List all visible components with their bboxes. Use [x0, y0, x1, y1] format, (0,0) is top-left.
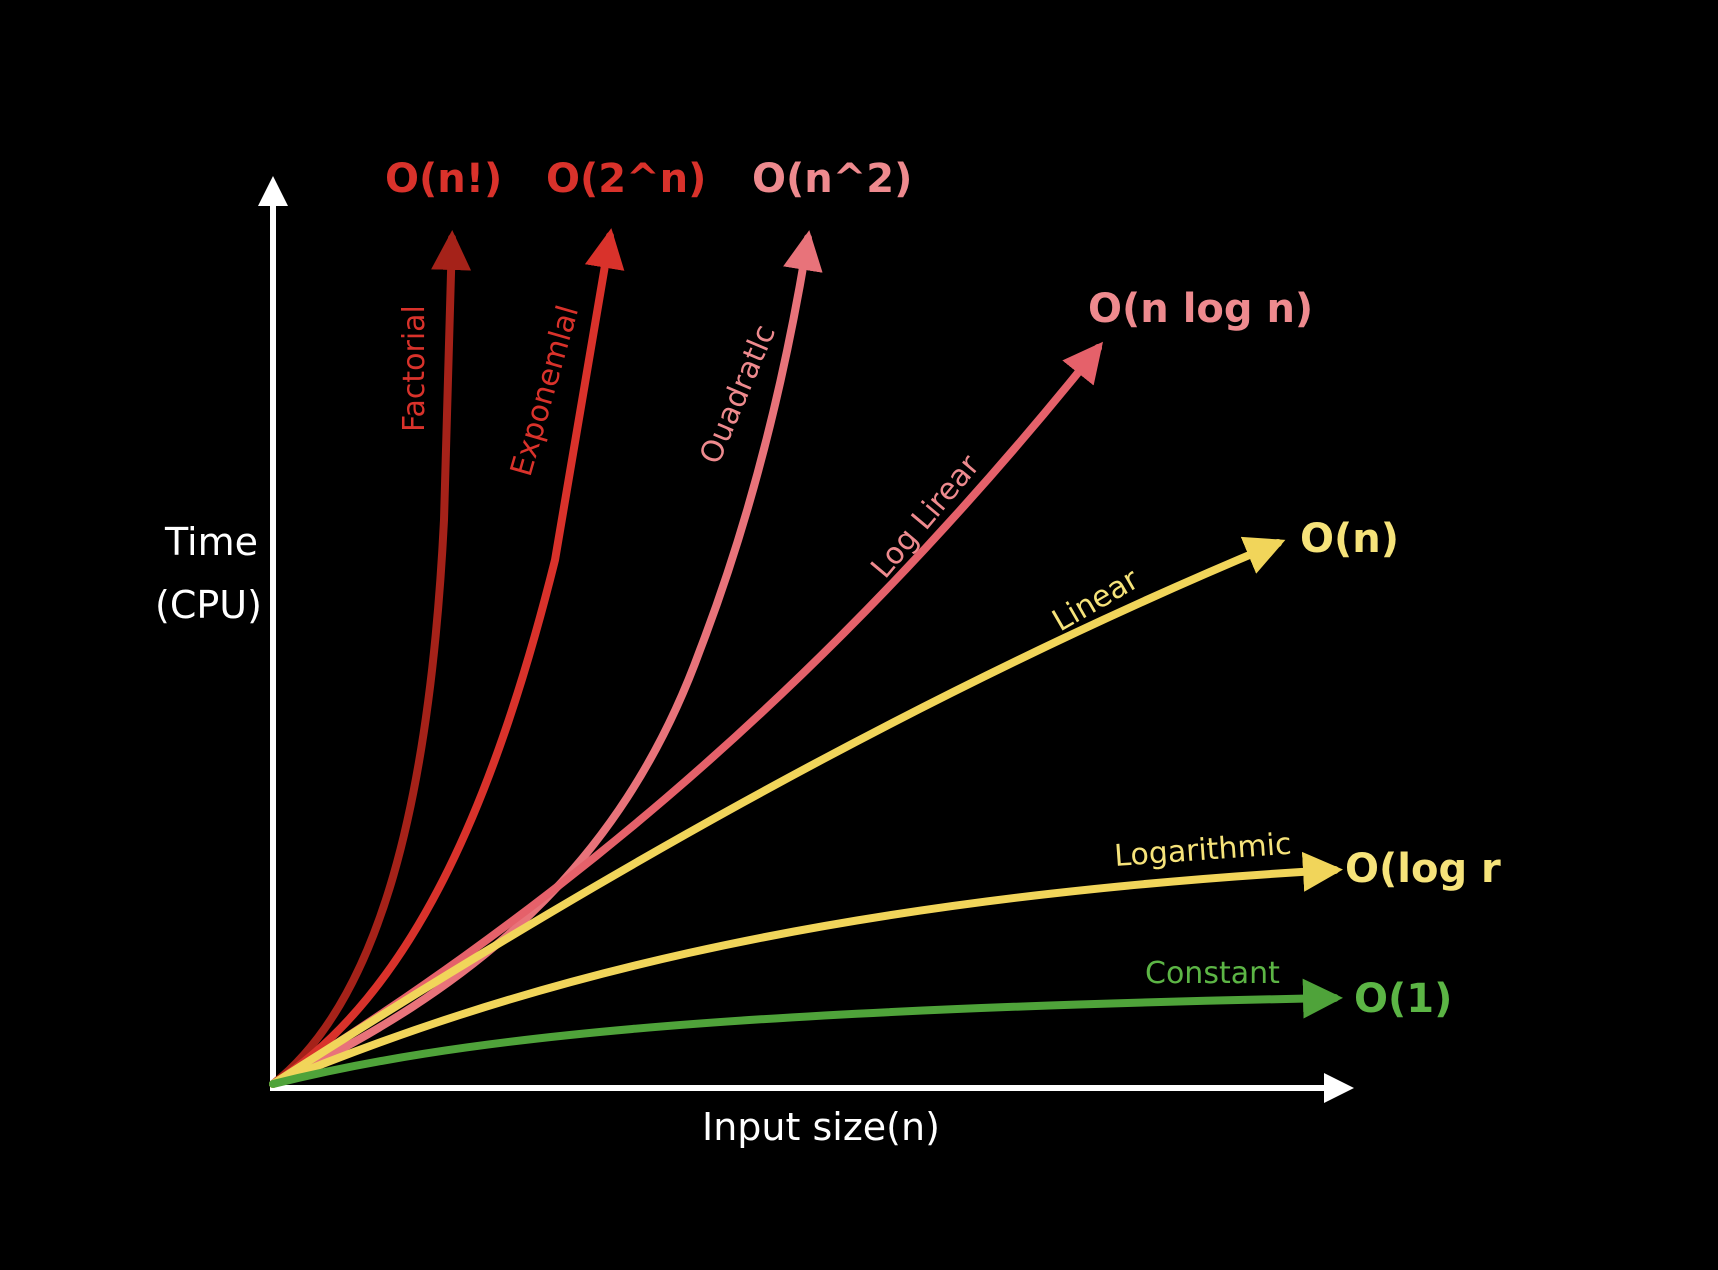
linear-notation: O(n) — [1300, 516, 1399, 562]
logarithmic-curve — [269, 851, 1343, 1088]
factorial-notation: O(n!) — [385, 156, 502, 202]
y-axis-label-line1: Time — [164, 520, 258, 564]
logarithmic-notation: O(log r — [1345, 846, 1501, 892]
quadratic-notation: O(n^2) — [752, 156, 912, 202]
loglinear-notation: O(n log n) — [1088, 286, 1313, 332]
loglinear-name: Log Lirear — [864, 448, 987, 585]
loglinear-curve — [269, 341, 1104, 1088]
quadratic-name: Ouadratlc — [693, 320, 783, 469]
logarithmic-name: Logarithmic — [1113, 827, 1292, 874]
exponential-notation: O(2^n) — [546, 156, 706, 202]
linear-curve — [269, 536, 1286, 1088]
quadratic-curve — [269, 230, 823, 1088]
constant-curve — [269, 978, 1343, 1088]
constant-notation: O(1) — [1354, 976, 1452, 1022]
y-axis-label-line2: (CPU) — [155, 583, 262, 627]
x-axis-label: Input size(n) — [702, 1105, 940, 1149]
exponential-curve — [269, 228, 625, 1088]
constant-name: Constant — [1145, 956, 1280, 991]
factorial-name: Factorial — [397, 305, 432, 432]
factorial-curve — [269, 230, 472, 1088]
